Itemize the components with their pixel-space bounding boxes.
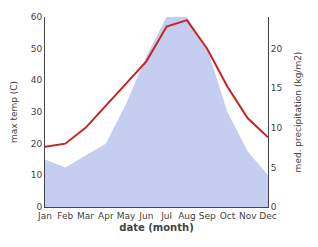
svg-text:med. precipitation (kg/m2): med. precipitation (kg/m2)	[293, 52, 303, 173]
svg-text:20: 20	[31, 139, 43, 149]
svg-text:0: 0	[36, 202, 42, 212]
svg-text:Aug: Aug	[178, 211, 196, 221]
svg-text:Jul: Jul	[160, 211, 172, 221]
svg-text:10: 10	[271, 123, 283, 133]
svg-text:Jun: Jun	[138, 211, 153, 221]
svg-text:Nov: Nov	[239, 211, 257, 221]
svg-text:Apr: Apr	[98, 211, 114, 221]
svg-text:50: 50	[31, 44, 43, 54]
svg-text:Sep: Sep	[199, 211, 216, 221]
svg-text:10: 10	[31, 170, 43, 180]
svg-text:0: 0	[271, 202, 277, 212]
svg-text:max temp (C): max temp (C)	[9, 81, 19, 143]
svg-text:Jan: Jan	[37, 211, 52, 221]
svg-text:30: 30	[31, 107, 43, 117]
svg-text:Oct: Oct	[220, 211, 236, 221]
svg-text:Mar: Mar	[77, 211, 94, 221]
svg-text:60: 60	[31, 12, 43, 22]
svg-text:date (month): date (month)	[119, 222, 193, 233]
svg-text:15: 15	[271, 83, 282, 93]
svg-text:5: 5	[271, 163, 277, 173]
svg-text:20: 20	[271, 44, 283, 54]
svg-text:Dec: Dec	[259, 211, 276, 221]
svg-text:Feb: Feb	[57, 211, 73, 221]
svg-text:May: May	[117, 211, 136, 221]
svg-text:40: 40	[31, 75, 43, 85]
